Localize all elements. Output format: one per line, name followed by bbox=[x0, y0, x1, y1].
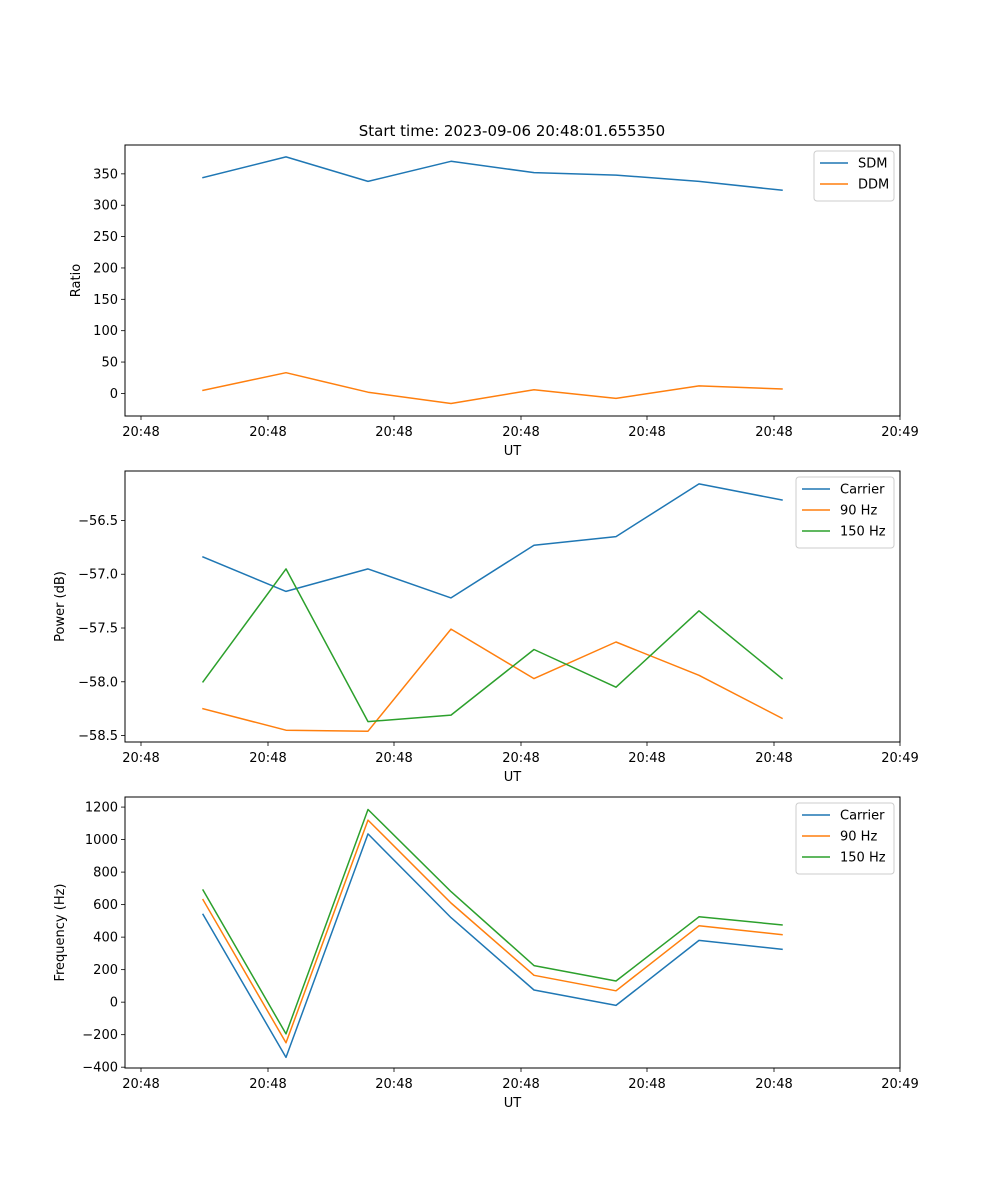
y-axis-label: Frequency (Hz) bbox=[53, 883, 68, 981]
axes-frame bbox=[124, 144, 901, 417]
subplot-3: −400 −200 0 200 400 600 800 1000 1200 20:48 20:48 2… bbox=[53, 796, 919, 1111]
legend-label: DDM bbox=[858, 178, 889, 193]
series-line-90-hz bbox=[201, 819, 783, 1044]
series-line-sdm bbox=[202, 156, 783, 192]
x-tick-label: 20:48 bbox=[755, 1077, 792, 1092]
x-tick-label: 20:48 bbox=[502, 425, 539, 440]
legend-label: 90 Hz bbox=[840, 830, 877, 845]
legend-label: Carrier bbox=[840, 483, 885, 498]
x-tick-label: 20:48 bbox=[502, 1077, 539, 1092]
axes-frame bbox=[124, 470, 901, 743]
y-axis-label: Power (dB) bbox=[53, 571, 68, 642]
y-tick-label: 400 bbox=[93, 931, 118, 946]
y-tick-label: 350 bbox=[93, 167, 118, 182]
y-tick-label: 1200 bbox=[85, 801, 118, 816]
legend: Carrier 90 Hz 150 Hz bbox=[795, 476, 895, 549]
x-tick-label: 20:48 bbox=[122, 425, 159, 440]
x-tick-label: 20:48 bbox=[755, 425, 792, 440]
subplot-2: −58.5 −58.0 −57.5 −57.0 −56.5 20:48 20:48 20:48… bbox=[53, 470, 919, 785]
legend-label: 90 Hz bbox=[840, 504, 877, 519]
x-tick-label: 20:48 bbox=[755, 751, 792, 766]
y-tick-label: 800 bbox=[93, 866, 118, 881]
legend-label: 150 Hz bbox=[840, 525, 886, 540]
y-tick-label: 200 bbox=[93, 963, 118, 978]
x-tick-label: 20:48 bbox=[375, 751, 412, 766]
x-tick-label: 20:49 bbox=[881, 751, 918, 766]
x-tick-label: 20:48 bbox=[249, 1077, 286, 1092]
x-tick-label: 20:48 bbox=[122, 1077, 159, 1092]
legend-label: SDM bbox=[858, 157, 887, 172]
x-tick-label: 20:49 bbox=[881, 1077, 918, 1092]
y-tick-label: −56.5 bbox=[78, 514, 118, 529]
y-tick-label: −57.0 bbox=[78, 568, 118, 583]
subplots: 0 50 100 150 200 250 300 350 20:48 20:48 20:48 20:4… bbox=[53, 144, 919, 1111]
x-tick-label: 20:48 bbox=[628, 425, 665, 440]
figure-title: Start time: 2023-09-06 20:48:01.655350 bbox=[359, 122, 665, 140]
x-tick-label: 20:48 bbox=[249, 425, 286, 440]
x-tick-label: 20:48 bbox=[122, 751, 159, 766]
axes-frame bbox=[124, 796, 901, 1069]
x-tick-label: 20:49 bbox=[881, 425, 918, 440]
series-line-150-hz bbox=[201, 808, 783, 1035]
y-tick-label: 250 bbox=[93, 230, 118, 245]
x-tick-label: 20:48 bbox=[249, 751, 286, 766]
legend-label: Carrier bbox=[840, 809, 885, 824]
x-tick-label: 20:48 bbox=[375, 425, 412, 440]
y-tick-label: 100 bbox=[93, 324, 118, 339]
y-tick-label: 300 bbox=[93, 199, 118, 214]
legend-label: 150 Hz bbox=[840, 851, 886, 866]
x-axis-label: UT bbox=[504, 770, 522, 785]
y-tick-label: −58.0 bbox=[78, 675, 118, 690]
y-tick-label: 200 bbox=[93, 261, 118, 276]
y-tick-label: 50 bbox=[101, 356, 118, 371]
series-line-150-hz bbox=[201, 568, 784, 723]
y-tick-label: −57.5 bbox=[78, 622, 118, 637]
x-tick-label: 20:48 bbox=[502, 751, 539, 766]
y-tick-label: 0 bbox=[110, 996, 118, 1011]
y-tick-label: −58.5 bbox=[78, 729, 118, 744]
y-tick-label: 600 bbox=[93, 898, 118, 913]
y-axis-label: Ratio bbox=[69, 264, 84, 297]
y-tick-label: −200 bbox=[82, 1028, 118, 1043]
x-axis-label: UT bbox=[504, 1096, 522, 1111]
x-tick-label: 20:48 bbox=[375, 1077, 412, 1092]
series-line-carrier bbox=[201, 833, 783, 1059]
x-tick-label: 20:48 bbox=[628, 751, 665, 766]
y-tick-label: 150 bbox=[93, 293, 118, 308]
x-tick-label: 20:48 bbox=[628, 1077, 665, 1092]
series-line-ddm bbox=[202, 371, 783, 405]
x-axis-label: UT bbox=[504, 444, 522, 459]
y-tick-label: 0 bbox=[110, 387, 118, 402]
series-line-90-hz bbox=[202, 628, 784, 732]
y-tick-label: 1000 bbox=[85, 833, 118, 848]
legend: SDM DDM bbox=[813, 150, 895, 202]
y-tick-label: −400 bbox=[82, 1061, 118, 1076]
subplot-1: 0 50 100 150 200 250 300 350 20:48 20:48 20:48 20:4… bbox=[69, 144, 919, 459]
legend: Carrier 90 Hz 150 Hz bbox=[795, 802, 895, 875]
series-line-carrier bbox=[202, 483, 783, 599]
